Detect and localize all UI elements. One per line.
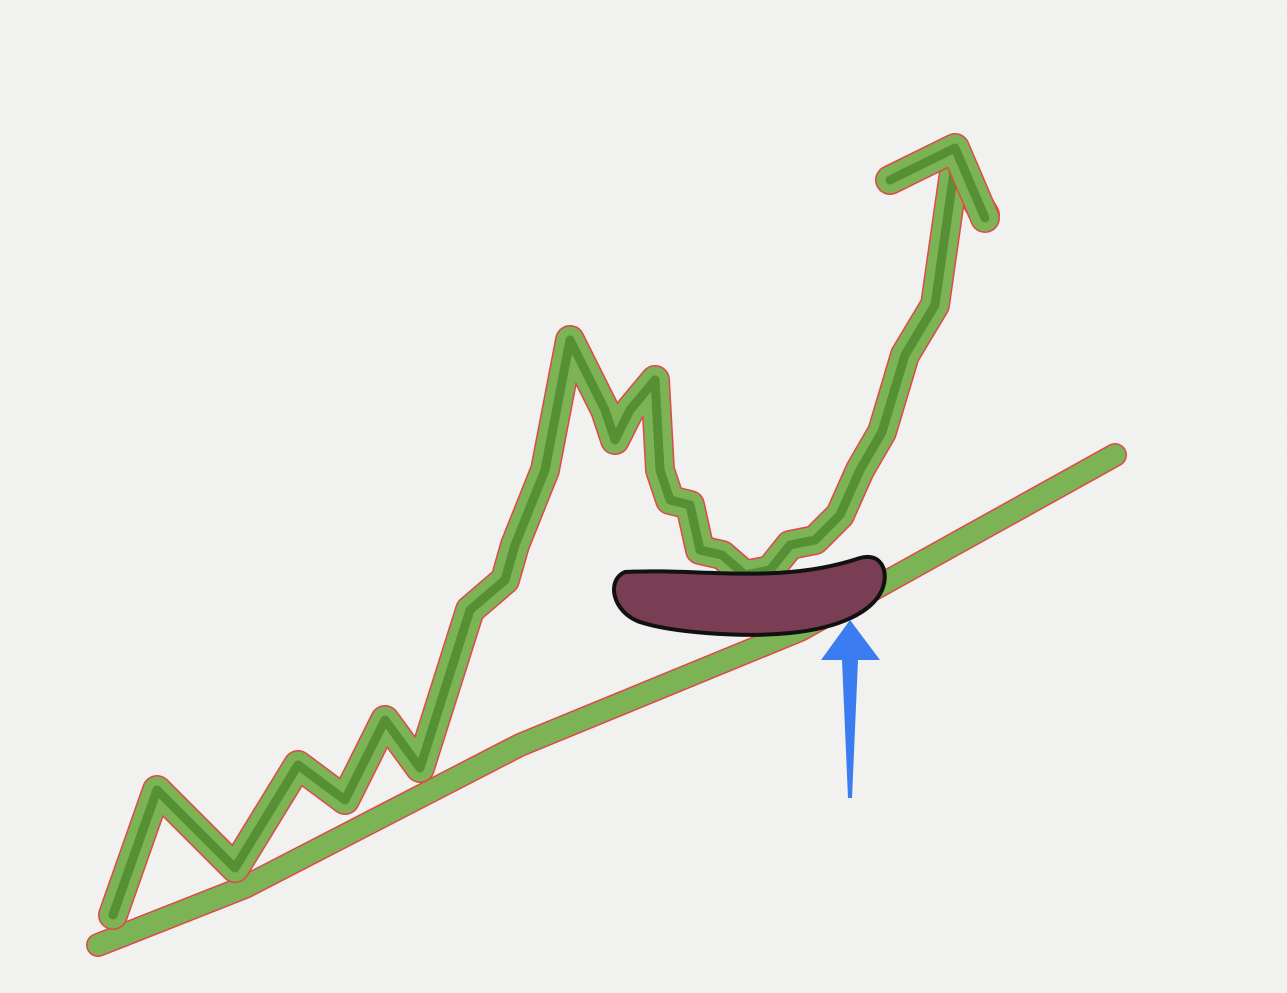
trendline-stroke — [87, 444, 1126, 956]
price-path — [98, 133, 1000, 930]
trendline — [86, 443, 1127, 957]
price-path-inner-stroke — [108, 160, 960, 920]
pointer-arrow-up — [821, 620, 880, 798]
price-path-arrowhead-inner — [885, 143, 990, 223]
highlight-zone — [612, 554, 887, 637]
